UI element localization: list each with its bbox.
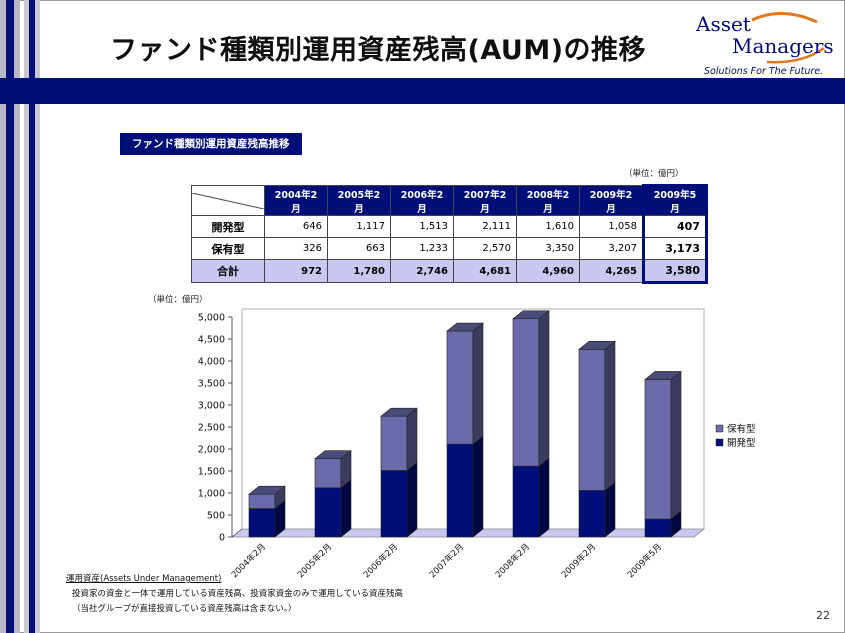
notes-line2: （当社グループが直接投資している資産残高は含まない。） [72, 604, 297, 614]
slide-title: ファンド種類別運用資産残高(AUM)の推移 [110, 35, 647, 66]
bar-hoyu [644, 379, 672, 520]
table-cell: 4,681 [453, 259, 517, 283]
table-total-row: 合計 972 1,780 2,746 4,681 4,960 4,265 3,5… [191, 259, 708, 284]
bar-kaihatsu [446, 443, 474, 538]
col-header: 2009年2月 [579, 185, 644, 216]
bar-top [578, 341, 616, 350]
y-tick-label: 2,000 [198, 445, 225, 456]
table-cell-latest: 407 [642, 215, 708, 238]
table-unit: （単位：億円） [624, 169, 684, 179]
y-tick-label: 500 [207, 511, 225, 522]
bar-top [314, 450, 352, 459]
legend-swatch [715, 424, 724, 433]
logo-swoosh-icon [751, 11, 825, 64]
table-cell: 4,265 [579, 259, 644, 283]
table-cell-latest: 3,580 [642, 259, 708, 284]
row-label: 保有型 [191, 237, 265, 260]
bar-kaihatsu-side [604, 481, 616, 538]
chart-unit: （単位：億円） [148, 295, 208, 305]
table-cell: 1,780 [327, 259, 391, 283]
x-tick-label: 2009年2月 [559, 541, 598, 580]
bar-kaihatsu-side [340, 479, 352, 538]
bar-hoyu [380, 415, 408, 471]
col-header: 2007年2月 [453, 185, 517, 216]
bar-top [446, 322, 484, 332]
left-decor-blue [6, 0, 14, 633]
table-cell: 972 [264, 259, 328, 283]
bar-hoyu-side [604, 340, 616, 492]
col-header: 2004年2月 [264, 185, 328, 216]
bar-hoyu [314, 458, 342, 489]
y-tick-label: 3,000 [198, 401, 225, 412]
bar-kaihatsu [248, 508, 276, 538]
legend-label: 保有型 [727, 423, 756, 435]
bar-hoyu [248, 493, 276, 509]
bar-top [248, 485, 286, 495]
table-row: 保有型 326 663 1,233 2,570 3,350 3,207 3,17… [191, 237, 708, 260]
left-decor-blue-2 [29, 0, 35, 633]
y-tick-label: 4,500 [198, 335, 225, 346]
header-bar [0, 78, 845, 104]
section-label: ファンド種類別運用資産残高推移 [120, 133, 302, 155]
bar-hoyu [512, 318, 540, 467]
y-axis-depth [231, 528, 243, 538]
row-label: 開発型 [191, 215, 265, 238]
x-tick-label: 2007年2月 [427, 541, 466, 580]
y-tick-label: 2,500 [198, 423, 225, 434]
bar-hoyu [578, 349, 606, 491]
bar-top [644, 371, 682, 380]
bar-kaihatsu-side [472, 435, 484, 538]
bar-kaihatsu-side [406, 461, 418, 538]
bar-hoyu-side [538, 310, 550, 467]
legend-label: 開発型 [727, 437, 756, 449]
page-number: 22 [816, 609, 830, 622]
bar-hoyu-side [670, 370, 682, 520]
bar-hoyu-side [472, 322, 484, 445]
diagonal-line-icon [192, 192, 264, 209]
logo-line2: Managers [732, 34, 834, 58]
logo-line1: Asset [696, 12, 751, 36]
table-cell: 4,960 [516, 259, 580, 283]
x-tick-label: 2009年5月 [625, 541, 664, 580]
y-tick-label: 5,000 [198, 313, 225, 324]
bar-kaihatsu [314, 487, 342, 538]
y-tick-label: 4,000 [198, 357, 225, 368]
bar-hoyu [446, 330, 474, 445]
col-header: 2005年2月 [327, 185, 391, 216]
bar-kaihatsu [380, 470, 408, 538]
col-header: 2006年2月 [390, 185, 454, 216]
logo-tagline: Solutions For The Future. [704, 66, 824, 77]
bar-top [380, 407, 418, 417]
bar-top [512, 310, 550, 320]
y-tick-label: 0 [219, 533, 225, 544]
chart-back-wall [241, 308, 705, 529]
y-tick-label: 1,000 [198, 489, 225, 500]
notes: 運用資産(Assets Under Management) 投資家の資金と一体で… [66, 572, 403, 617]
y-tick-label: 3,500 [198, 379, 225, 390]
bar-kaihatsu-side [538, 457, 550, 538]
notes-line1: 投資家の資金と一体で運用している資産残高、投資家資金のみで運用している資産残高 [72, 589, 403, 599]
notes-title: 運用資産(Assets Under Management) [66, 574, 222, 584]
aum-table: 2004年2月 2005年2月 2006年2月 2007年2月 2008年2月 … [191, 184, 708, 284]
table-corner [191, 185, 265, 216]
bar-kaihatsu [512, 465, 540, 538]
bar-hoyu-side [406, 407, 418, 472]
x-tick-label: 2008年2月 [493, 541, 532, 580]
bar-kaihatsu [644, 518, 672, 538]
company-logo: Asset Managers Solutions For The Future. [692, 8, 834, 80]
y-tick-label: 1,500 [198, 467, 225, 478]
col-header: 2008年2月 [516, 185, 580, 216]
legend-swatch [715, 438, 724, 447]
table-cell: 2,746 [390, 259, 454, 283]
table-header-row: 2004年2月 2005年2月 2006年2月 2007年2月 2008年2月 … [191, 184, 708, 216]
bar-kaihatsu [578, 490, 606, 538]
